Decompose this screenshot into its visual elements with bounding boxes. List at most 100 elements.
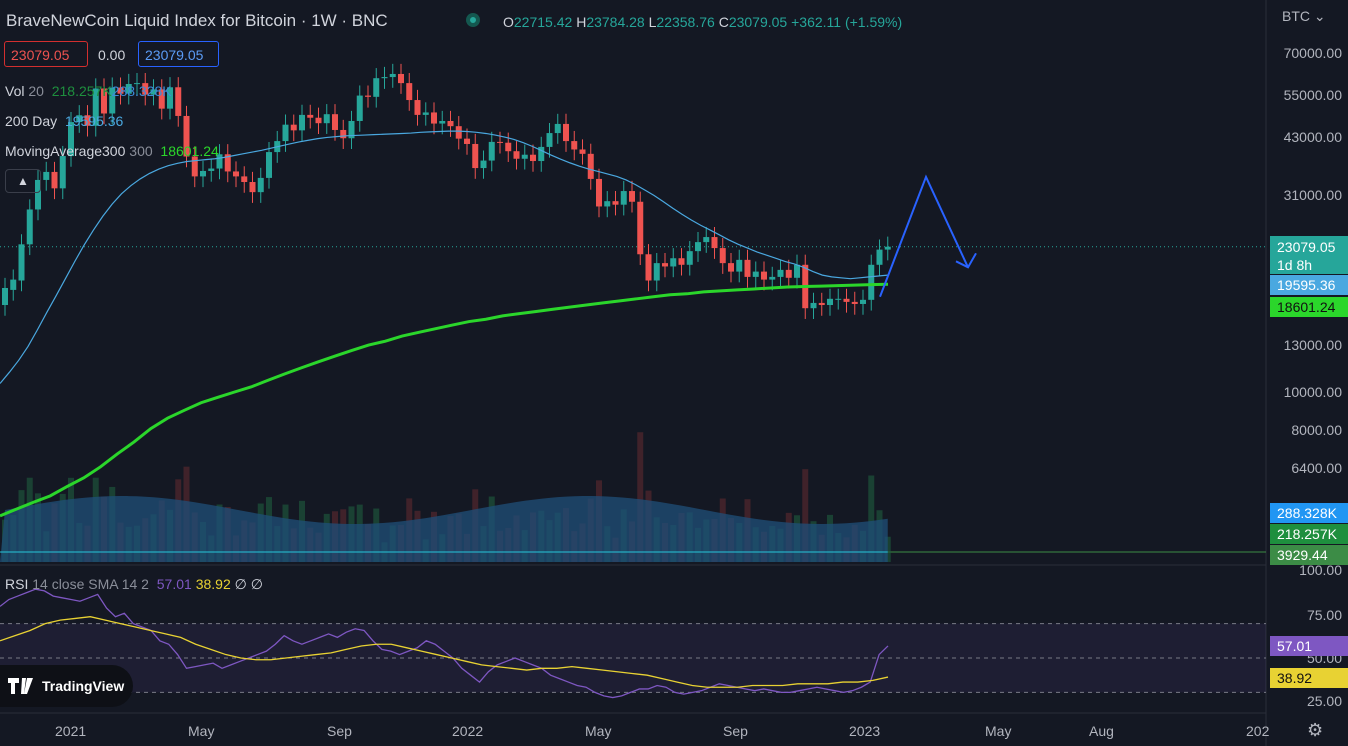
settings-gear-icon[interactable]: ⚙ bbox=[1307, 720, 1324, 740]
ma200-line bbox=[0, 130, 888, 384]
price-tick: 55000.00 bbox=[1283, 87, 1342, 103]
ma300-legend[interactable]: MovingAverage300 300 18601.24 bbox=[5, 143, 219, 159]
time-tick: Sep bbox=[327, 723, 352, 739]
sell-button[interactable]: 23079.05 bbox=[4, 41, 88, 67]
low-label: L bbox=[648, 14, 657, 30]
candle-body bbox=[92, 88, 99, 126]
candle-body bbox=[530, 154, 536, 162]
candle-body bbox=[653, 263, 660, 281]
candle-body bbox=[769, 276, 776, 280]
moving-averages bbox=[0, 130, 889, 518]
candle-body bbox=[728, 263, 734, 272]
candle-body bbox=[422, 112, 429, 115]
projection-path bbox=[879, 174, 969, 298]
candle-body bbox=[752, 271, 759, 277]
ma300-price-tag: 18601.24 bbox=[1270, 297, 1348, 317]
time-tick: 2022 bbox=[452, 723, 484, 739]
volume-ma-area bbox=[0, 496, 888, 562]
candle-body bbox=[26, 209, 33, 245]
price-tick: 8000.00 bbox=[1291, 422, 1342, 438]
candle-body bbox=[876, 249, 883, 265]
buy-button[interactable]: 23079.05 bbox=[138, 41, 219, 67]
candle-body bbox=[414, 100, 421, 115]
candle-body bbox=[818, 302, 825, 306]
candle-body bbox=[158, 89, 165, 109]
candle-body bbox=[51, 171, 58, 189]
volume-bar bbox=[637, 432, 644, 562]
price-tick: 10000.00 bbox=[1283, 384, 1342, 400]
candles bbox=[2, 63, 891, 319]
candle-body bbox=[719, 248, 726, 264]
candle-body bbox=[200, 170, 206, 177]
candle-body bbox=[340, 129, 347, 139]
rsi-ma-line bbox=[0, 616, 889, 688]
candle-body bbox=[290, 124, 297, 131]
candle-body bbox=[851, 301, 858, 304]
candle-body bbox=[645, 254, 652, 281]
candle-body bbox=[299, 114, 305, 131]
chart-title[interactable]: BraveNewCoin Liquid Index for Bitcoin · … bbox=[6, 11, 388, 30]
candle-body bbox=[315, 117, 322, 124]
tradingview-logo-icon bbox=[8, 678, 33, 694]
candle-body bbox=[513, 151, 520, 159]
ma200-price-tag: 19595.36 bbox=[1270, 275, 1348, 295]
candle-body bbox=[175, 87, 182, 116]
candle-body bbox=[860, 299, 866, 304]
candle-body bbox=[266, 152, 272, 178]
candle-body bbox=[406, 83, 413, 101]
candle-body bbox=[546, 133, 553, 147]
tradingview-logo[interactable]: TradingView bbox=[0, 665, 133, 707]
candle-body bbox=[455, 126, 462, 139]
bar-countdown: 1d 8h bbox=[1277, 257, 1313, 273]
candle-body bbox=[629, 191, 635, 202]
candle-body bbox=[612, 201, 619, 205]
ma200-legend[interactable]: 200 Day 19595.36 bbox=[5, 113, 124, 129]
candle-body bbox=[150, 89, 157, 95]
candle-body bbox=[777, 269, 784, 277]
candle-body bbox=[571, 141, 578, 150]
candle-body bbox=[554, 123, 561, 134]
volume-ma-tag: 288.328K bbox=[1270, 503, 1348, 523]
candle-body bbox=[620, 191, 627, 205]
collapse-legend-button[interactable]: ▲ bbox=[5, 169, 41, 193]
ma300-line bbox=[0, 282, 889, 518]
candle-body bbox=[125, 83, 132, 94]
candle-body bbox=[843, 298, 850, 302]
volume-bar bbox=[802, 469, 809, 562]
candle-body bbox=[670, 258, 677, 267]
currency-selector[interactable]: BTC ⌄ bbox=[1282, 8, 1326, 24]
candle-body bbox=[579, 149, 586, 154]
candle-body bbox=[101, 88, 107, 114]
candle-body bbox=[505, 142, 512, 152]
close-value: 23079.05 bbox=[728, 14, 788, 30]
volume-legend[interactable]: Vol 20 218.257K288.328K bbox=[5, 83, 172, 99]
candle-body bbox=[365, 95, 371, 97]
candle-body bbox=[216, 154, 223, 169]
spread-value: 0.00 bbox=[98, 47, 126, 63]
candle-body bbox=[835, 298, 842, 300]
rsi-pane bbox=[0, 588, 1266, 699]
candle-body bbox=[332, 114, 338, 130]
candle-body bbox=[695, 242, 701, 252]
chevron-up-icon: ▲ bbox=[17, 174, 29, 188]
projection-arrow bbox=[879, 174, 977, 298]
candle-body bbox=[736, 259, 743, 272]
open-value: 22715.42 bbox=[513, 14, 573, 30]
rsi-legend[interactable]: RSI 14 close SMA 14 2 57.01 38.92 ∅ ∅ bbox=[5, 576, 263, 592]
candle-body bbox=[431, 112, 437, 124]
candle-body bbox=[662, 263, 668, 267]
candle-body bbox=[233, 171, 239, 177]
time-tick: May bbox=[585, 723, 612, 739]
rsi-tag: 57.01 bbox=[1270, 636, 1348, 656]
change-value: +362.11 (+1.59%) bbox=[791, 14, 903, 30]
candle-body bbox=[191, 156, 198, 177]
time-tick: May bbox=[985, 723, 1012, 739]
volume-bars bbox=[0, 432, 891, 562]
time-tick: Sep bbox=[723, 723, 748, 739]
candle-body bbox=[389, 73, 396, 78]
candle-body bbox=[587, 153, 594, 179]
price-tick: 31000.00 bbox=[1283, 187, 1342, 203]
candle-body bbox=[249, 182, 256, 193]
rsi-ma-tag: 38.92 bbox=[1270, 668, 1348, 688]
